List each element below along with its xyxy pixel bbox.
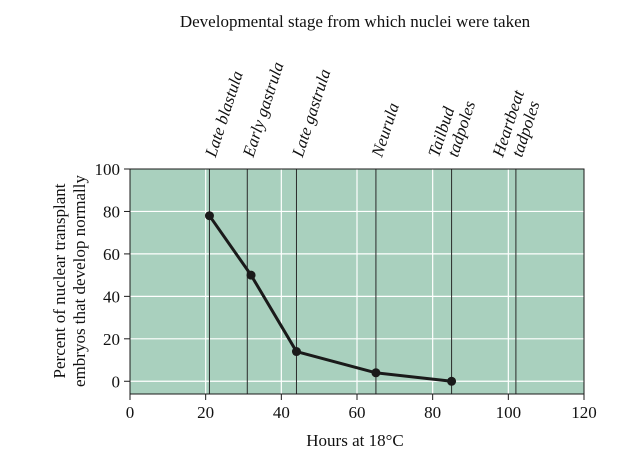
stage-label: Neurula	[367, 100, 403, 160]
x-tick-label: 20	[197, 403, 214, 422]
stage-label: Late gastrula	[288, 67, 335, 161]
y-tick-label: 80	[103, 202, 120, 221]
data-point	[291, 347, 301, 357]
stage-label: Late blastula	[201, 68, 247, 160]
y-tick-label: 100	[95, 160, 121, 179]
y-axis-label-line-2: embryos that develop normally	[70, 175, 89, 387]
data-point	[447, 376, 457, 386]
x-axis-label: Hours at 18°C	[306, 431, 403, 450]
y-axis-label-line-1: Percent of nuclear transplant	[50, 183, 69, 378]
data-point	[204, 211, 214, 221]
y-tick-label: 20	[103, 330, 120, 349]
y-tick-label: 40	[103, 287, 120, 306]
y-tick-label: 0	[112, 372, 121, 391]
x-tick-label: 0	[126, 403, 135, 422]
data-point	[246, 270, 256, 280]
y-tick-label: 60	[103, 245, 120, 264]
x-tick-label: 120	[571, 403, 597, 422]
x-tick-label: 80	[424, 403, 441, 422]
x-tick-label: 40	[273, 403, 290, 422]
x-tick-label: 60	[349, 403, 366, 422]
x-tick-label: 100	[496, 403, 522, 422]
data-point	[371, 368, 381, 378]
chart-title: Developmental stage from which nuclei we…	[180, 12, 531, 31]
